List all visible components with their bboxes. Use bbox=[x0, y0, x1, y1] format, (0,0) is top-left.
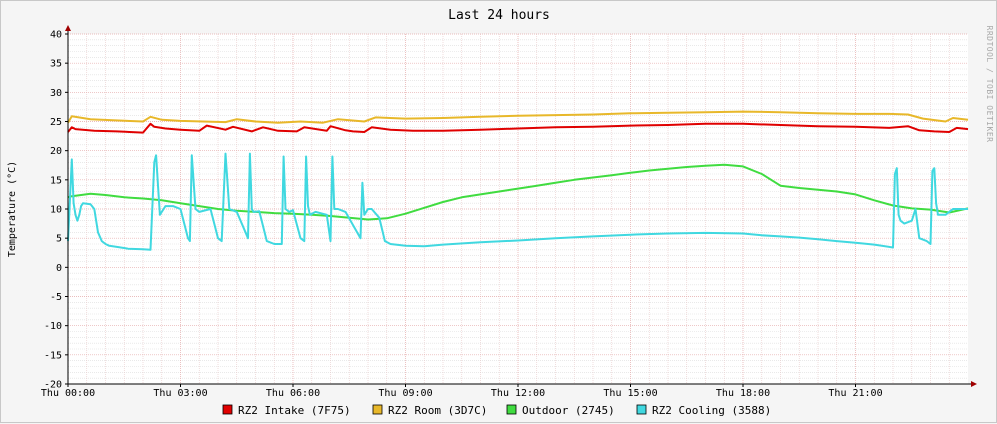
y-tick-label: -20 bbox=[44, 380, 62, 391]
y-tick-label: 35 bbox=[50, 59, 62, 70]
y-tick-label: 40 bbox=[50, 30, 62, 41]
series-line-0 bbox=[67, 122, 969, 134]
legend-label-0: RZ2 Intake (7F75) bbox=[238, 404, 351, 417]
legend-swatch-0 bbox=[222, 404, 233, 415]
legend-label-1: RZ2 Room (3D7C) bbox=[388, 404, 487, 417]
y-axis-arrow bbox=[65, 25, 71, 31]
x-tick-label: Thu 18:00 bbox=[716, 388, 770, 399]
y-tick-label: 20 bbox=[50, 146, 62, 157]
x-tick-label: Thu 06:00 bbox=[266, 388, 320, 399]
y-axis-label: Temperature (°C) bbox=[7, 161, 18, 257]
series-line-3 bbox=[67, 152, 968, 251]
x-tick-label: Thu 15:00 bbox=[603, 388, 657, 399]
x-tick-label: Thu 09:00 bbox=[378, 388, 432, 399]
series-line-1 bbox=[67, 110, 969, 124]
x-axis-arrow bbox=[971, 381, 977, 387]
y-tick-label: 10 bbox=[50, 205, 62, 216]
y-tick-label: 25 bbox=[50, 117, 62, 128]
legend-swatch-2 bbox=[506, 404, 517, 415]
chart-title: Last 24 hours bbox=[448, 8, 550, 23]
grid bbox=[67, 33, 968, 385]
x-tick-label: Thu 03:00 bbox=[153, 388, 207, 399]
legend-swatch-1 bbox=[372, 404, 383, 415]
x-tick-label: Thu 21:00 bbox=[828, 388, 882, 399]
legend: RZ2 Intake (7F75) RZ2 Room (3D7C) Outdoor … bbox=[222, 404, 771, 417]
axes bbox=[65, 25, 977, 387]
y-tick-label: 5 bbox=[56, 234, 62, 245]
legend-label-2: Outdoor (2745) bbox=[522, 404, 615, 417]
y-tick-label: 30 bbox=[50, 88, 62, 99]
x-tick-label: Thu 12:00 bbox=[491, 388, 545, 399]
y-tick-label: -5 bbox=[50, 292, 62, 303]
legend-swatch-3 bbox=[636, 404, 647, 415]
y-tick-label: -10 bbox=[44, 321, 62, 332]
y-tick-label: 0 bbox=[56, 263, 62, 274]
series-line-2 bbox=[67, 163, 969, 221]
x-tick-label: Thu 00:00 bbox=[41, 388, 95, 399]
legend-label-3: RZ2 Cooling (3588) bbox=[652, 404, 771, 417]
watermark: RRDTOOL / TOBI OETIKER bbox=[985, 26, 994, 143]
y-tick-label: -15 bbox=[44, 350, 62, 361]
series-lines bbox=[67, 110, 969, 251]
y-tick-label: 15 bbox=[50, 175, 62, 186]
